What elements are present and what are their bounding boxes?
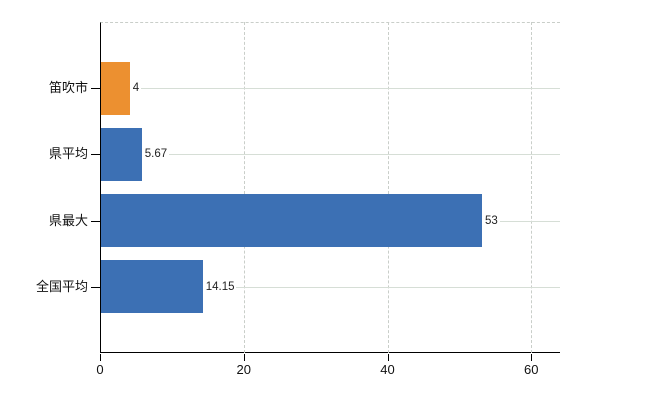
- category-gridline: [482, 220, 560, 222]
- bar-value-label: 5.67: [142, 147, 170, 162]
- y-axis-tick: [91, 286, 100, 288]
- category-label: 全国平均: [35, 278, 88, 294]
- x-gridline: [531, 22, 533, 353]
- category-gridline: [203, 286, 560, 288]
- bar-4: [101, 260, 203, 314]
- plot-area: [100, 22, 560, 353]
- x-tick-label: 0: [96, 362, 104, 377]
- category-label: 県平均: [48, 146, 88, 162]
- x-axis-tick: [243, 354, 245, 361]
- bar-1: [101, 61, 130, 115]
- bar-3: [101, 194, 482, 248]
- x-gridline: [387, 22, 389, 353]
- y-axis-tick: [91, 154, 100, 156]
- x-axis-tick: [531, 354, 533, 361]
- x-axis-tick: [387, 354, 389, 361]
- x-axis-tick: [100, 354, 101, 361]
- bar-value-label: 14.15: [203, 279, 237, 294]
- y-axis-tick: [91, 220, 100, 222]
- x-tick-label: 60: [524, 362, 539, 377]
- bar-2: [101, 127, 142, 181]
- bar-value-label: 4: [130, 81, 142, 96]
- y-axis-tick: [91, 88, 100, 90]
- category-gridline: [142, 154, 560, 156]
- x-tick-label: 40: [380, 362, 395, 377]
- bar-value-label: 53: [482, 213, 500, 228]
- category-label: 県最大: [48, 212, 88, 228]
- category-label: 笛吹市: [48, 80, 88, 96]
- category-gridline: [130, 88, 560, 90]
- x-tick-label: 20: [236, 362, 251, 377]
- x-gridline: [243, 22, 245, 353]
